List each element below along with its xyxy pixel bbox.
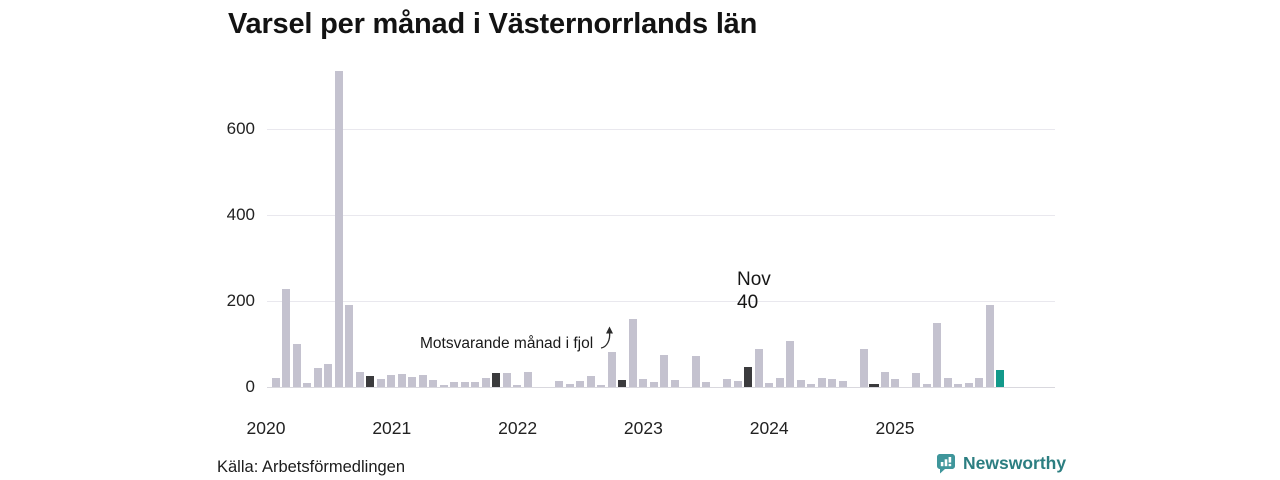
bar-2024-mar [786,341,794,387]
x-axis-year-label: 2025 [875,418,915,438]
newsworthy-brand: Newsworthy [936,453,1066,474]
bar-november-2021 [492,373,500,387]
bar-2025-jul [954,384,962,387]
bar-2025-sep [975,378,983,387]
bar-2021-apr [418,375,427,387]
bar-2025-jun [943,378,952,387]
bar-2022-jun [565,384,574,387]
gridline [267,301,1055,302]
bar-november-2020 [366,376,374,387]
source-caption: Källa: Arbetsförmedlingen [217,458,406,476]
bar-2024-jan [765,383,773,387]
y-axis-tick-label: 200 [226,291,255,310]
plot-area: 0 200 400 600 2020 2021 2022 2023 2024 2025 [227,60,1055,438]
bar-2024-maj [807,384,815,387]
bar-2022-feb [523,372,532,387]
bar-2024-okt [859,349,868,387]
bar-2025-apr [922,384,931,387]
newsworthy-logo-icon [937,454,955,474]
x-axis-year-label: 2020 [246,418,286,438]
bar-2022-aug [586,376,595,387]
bar-november-2022 [618,380,626,387]
bar-2022-maj [555,381,563,387]
bar-2024-dec [880,372,889,387]
bar-2021-sep [471,382,479,387]
bar-2024-feb [775,378,784,387]
gridline [267,129,1055,130]
bar-2020-maj [303,383,311,387]
gridline [267,215,1055,216]
bar-2023-sep [723,379,731,387]
bar-2021-feb [397,374,406,387]
bar-2020-dec [376,379,385,387]
bar-2021-maj [429,380,437,387]
bar-2023-jun [691,356,700,387]
newsworthy-brand-name: Newsworthy [963,453,1067,473]
bar-2025-maj [933,323,941,387]
bar-2023-mar [660,355,668,387]
bar-2022-sep [597,385,605,387]
bar-2021-okt [481,378,490,387]
bar-2021-dec [502,373,511,387]
y-axis-tick-label: 400 [226,205,255,224]
bar-2020-feb [271,378,280,387]
current-month-value-label: Nov 40 [737,268,771,314]
bar-2021-jun [439,385,448,387]
current-month-value: 40 [737,292,759,313]
x-axis-year-label: 2023 [623,418,663,438]
x-axis-year-label: 2022 [498,418,538,438]
bar-2022-dec [628,319,637,387]
annotation-last-year: Motsvarande månad i fjol [420,335,594,352]
bar-november-2023 [744,367,752,387]
bar-november-2024-annotated [869,384,879,387]
annotation-arrow-icon [600,326,613,349]
bar-2021-aug [460,382,469,387]
y-axis-tick-label: 600 [226,119,255,138]
bar-2025-jan [891,379,899,387]
bar-current-month [996,370,1004,387]
bar-2023-okt [733,381,742,387]
bar-2023-apr [670,380,679,387]
y-axis-tick-label: 0 [245,377,255,396]
current-month-name: Nov [737,269,771,290]
bar-2023-jul [702,382,710,387]
chart-title: Varsel per månad i Västernorrlands län [228,8,758,40]
bar-2022-jan [513,385,521,387]
bar-2021-jul [450,382,458,387]
bar-2025-okt [985,305,994,387]
x-axis-year-label: 2021 [372,418,412,438]
bar-2025-mar [912,373,920,387]
bar-2024-jun [817,378,826,387]
bar-2020-mar [282,289,290,387]
x-axis-year-label: 2024 [749,418,789,438]
bar-2022-okt [607,352,616,387]
bar-2021-mar [408,377,416,387]
bar-2022-jul [576,381,584,387]
bar-2023-jan [639,379,647,387]
bar-2024-aug [838,381,847,387]
bar-2020-okt [355,372,364,387]
bar-2023-feb [649,382,658,387]
bar-2020-jul [324,364,332,387]
bar-2020-jun [313,368,322,387]
bar-2025-aug [964,383,973,387]
bar-2023-dec [754,349,763,387]
bar-2020-aug [334,71,343,387]
bar-2024-apr [796,380,805,387]
bar-2020-apr [292,344,301,387]
bar-2021-jan [387,375,395,387]
bar-2024-jul [828,379,836,387]
bar-2020-sep [345,305,353,387]
